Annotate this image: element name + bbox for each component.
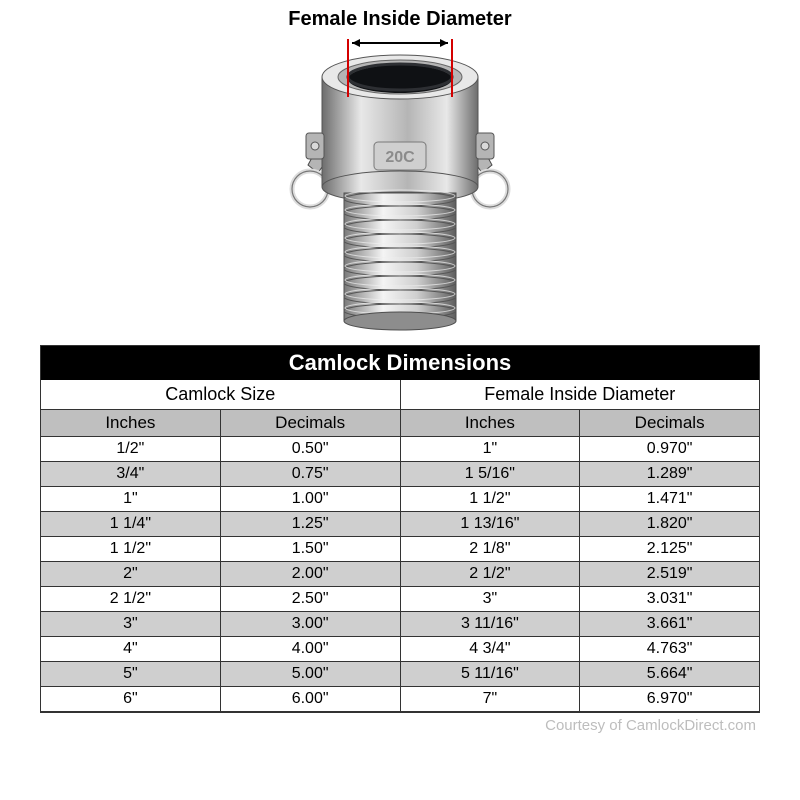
- table-row: 5"5.00"5 11/16"5.664": [41, 662, 759, 687]
- table-row: 2 1/2"2.50"3"3.031": [41, 587, 759, 612]
- table-sub-header-row: Inches Decimals Inches Decimals: [41, 410, 759, 437]
- courtesy-text: Courtesy of CamlockDirect.com: [40, 717, 760, 734]
- table-cell: 5.00": [221, 662, 401, 687]
- table-cell: 0.50": [221, 437, 401, 462]
- table-cell: 5 11/16": [401, 662, 581, 687]
- table-cell: 1 1/2": [41, 537, 221, 562]
- table-cell: 2 1/2": [41, 587, 221, 612]
- table-row: 4"4.00"4 3/4"4.763": [41, 637, 759, 662]
- diagram-title: Female Inside Diameter: [288, 8, 511, 31]
- table-row: 3/4"0.75"1 5/16"1.289": [41, 462, 759, 487]
- table-cell: 3 11/16": [401, 612, 581, 637]
- table-cell: 1.820": [580, 512, 759, 537]
- table-row: 3"3.00"3 11/16"3.661": [41, 612, 759, 637]
- table-cell: 5.664": [580, 662, 759, 687]
- table-cell: 4.763": [580, 637, 759, 662]
- table-cell: 4": [41, 637, 221, 662]
- table-cell: 1": [401, 437, 581, 462]
- sub-header-inches-1: Inches: [41, 410, 221, 437]
- table-cell: 1 5/16": [401, 462, 581, 487]
- table-cell: 2.50": [221, 587, 401, 612]
- group-header-camlock-size: Camlock Size: [41, 380, 401, 410]
- table-cell: 5": [41, 662, 221, 687]
- table-cell: 2.519": [580, 562, 759, 587]
- group-header-female-id: Female Inside Diameter: [401, 380, 760, 410]
- camlock-illustration: 20C: [260, 37, 540, 337]
- table-cell: 0.970": [580, 437, 759, 462]
- table-body: 1/2"0.50"1"0.970"3/4"0.75"1 5/16"1.289"1…: [41, 437, 759, 712]
- table-cell: 1 1/4": [41, 512, 221, 537]
- table-cell: 2 1/2": [401, 562, 581, 587]
- table-cell: 1.25": [221, 512, 401, 537]
- table-cell: 3.661": [580, 612, 759, 637]
- table-cell: 1 13/16": [401, 512, 581, 537]
- table-cell: 1 1/2": [401, 487, 581, 512]
- table-cell: 0.75": [221, 462, 401, 487]
- sub-header-decimals-2: Decimals: [580, 410, 759, 437]
- table-cell: 3": [41, 612, 221, 637]
- dimensions-table: Camlock Dimensions Camlock Size Female I…: [40, 345, 760, 713]
- table-cell: 3": [401, 587, 581, 612]
- table-cell: 1.289": [580, 462, 759, 487]
- table-cell: 2 1/8": [401, 537, 581, 562]
- table-cell: 6.970": [580, 687, 759, 712]
- svg-text:20C: 20C: [385, 149, 415, 166]
- table-cell: 4 3/4": [401, 637, 581, 662]
- table-row: 6"6.00"7"6.970": [41, 687, 759, 712]
- table-cell: 3/4": [41, 462, 221, 487]
- table-row: 2"2.00"2 1/2"2.519": [41, 562, 759, 587]
- table-cell: 1": [41, 487, 221, 512]
- table-cell: 2.125": [580, 537, 759, 562]
- table-cell: 6": [41, 687, 221, 712]
- sub-header-inches-2: Inches: [401, 410, 581, 437]
- diagram-area: Female Inside Diameter 20C: [0, 0, 800, 345]
- table-row: 1/2"0.50"1"0.970": [41, 437, 759, 462]
- sub-header-decimals-1: Decimals: [221, 410, 401, 437]
- table-cell: 4.00": [221, 637, 401, 662]
- table-group-header-row: Camlock Size Female Inside Diameter: [41, 380, 759, 410]
- table-row: 1"1.00"1 1/2"1.471": [41, 487, 759, 512]
- table-cell: 7": [401, 687, 581, 712]
- table-row: 1 1/4"1.25"1 13/16"1.820": [41, 512, 759, 537]
- table-cell: 3.031": [580, 587, 759, 612]
- table-cell: 1/2": [41, 437, 221, 462]
- table-title: Camlock Dimensions: [41, 346, 759, 380]
- table-cell: 6.00": [221, 687, 401, 712]
- table-row: 1 1/2"1.50"2 1/8"2.125": [41, 537, 759, 562]
- table-cell: 1.471": [580, 487, 759, 512]
- table-cell: 1.50": [221, 537, 401, 562]
- table-cell: 3.00": [221, 612, 401, 637]
- table-cell: 2": [41, 562, 221, 587]
- table-cell: 2.00": [221, 562, 401, 587]
- table-cell: 1.00": [221, 487, 401, 512]
